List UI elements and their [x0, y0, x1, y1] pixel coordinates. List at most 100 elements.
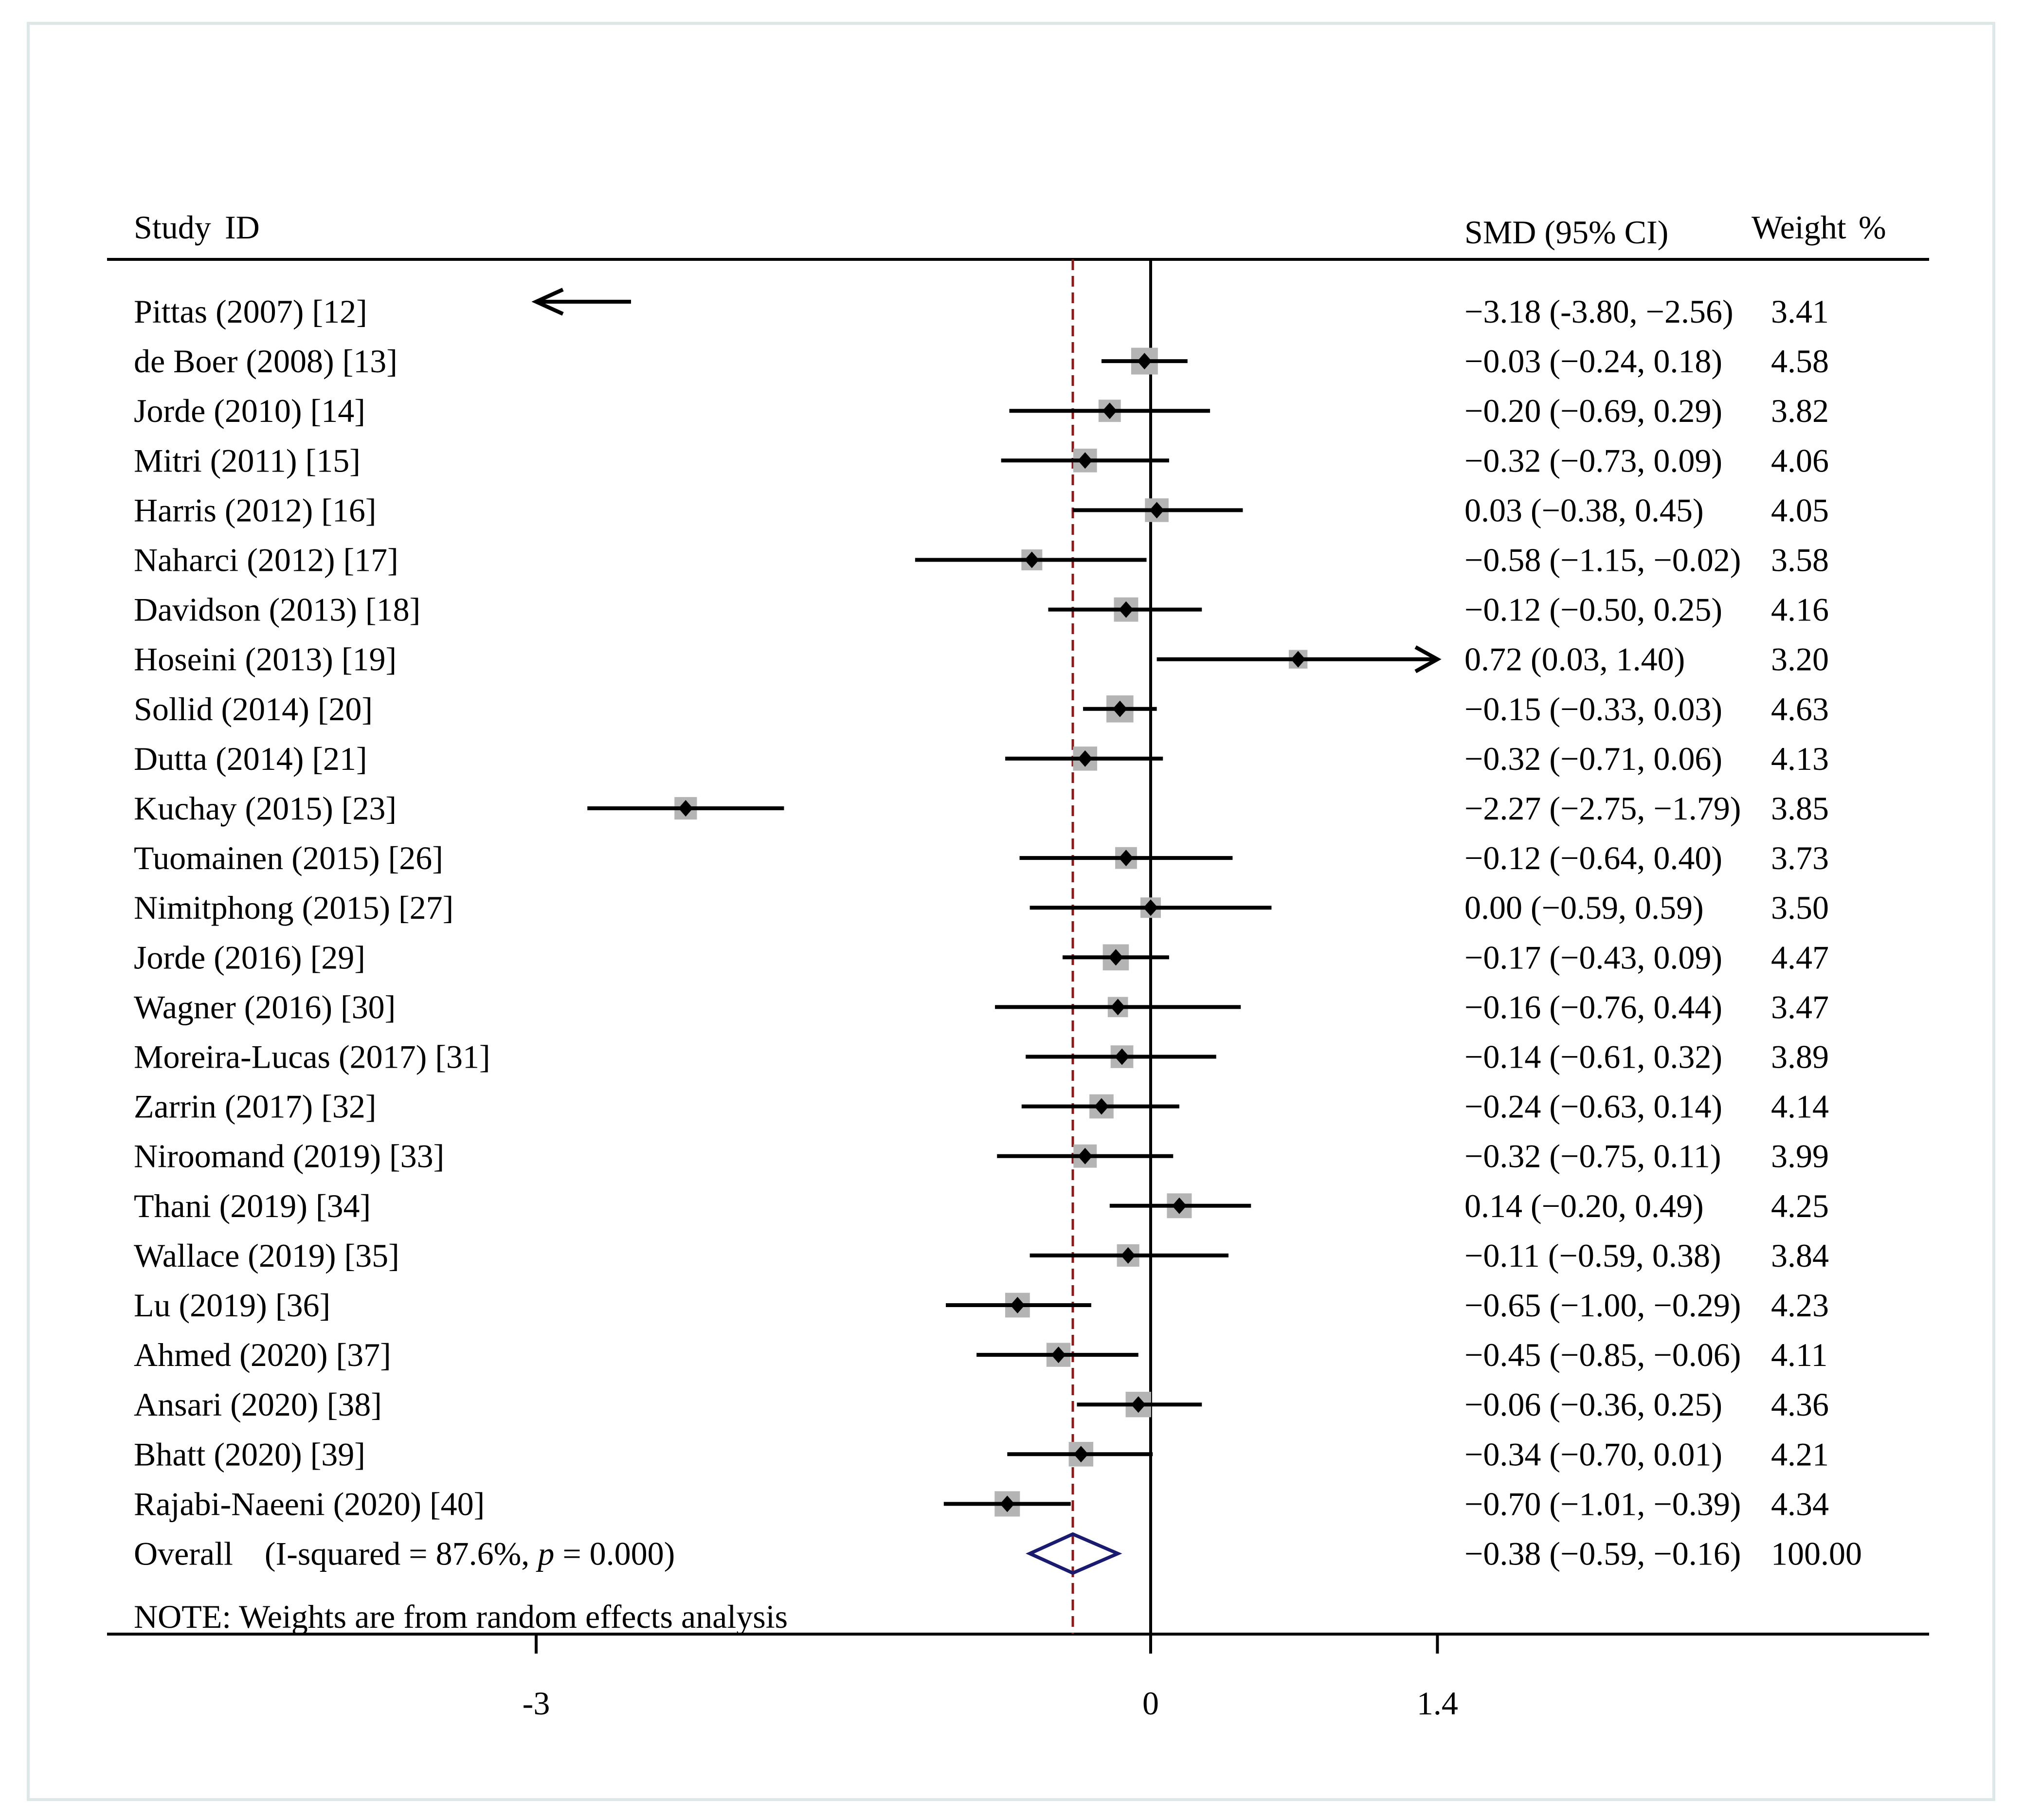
weight-header: Weight [1752, 209, 1846, 246]
study-label: Moreira-Lucas (2017) [31] [134, 1038, 490, 1075]
study-label: Ansari (2020) [38] [134, 1386, 382, 1423]
study-label: Kuchay (2015) [23] [134, 790, 397, 827]
study-ci-text: −0.32 (−0.71, 0.06) [1464, 740, 1722, 777]
point-estimate [1172, 1197, 1187, 1214]
study-weight: 3.89 [1771, 1038, 1829, 1075]
point-estimate [1024, 551, 1039, 568]
point-estimate [678, 800, 693, 817]
study-label: Naharci (2012) [17] [134, 542, 398, 579]
study-ci-text: −0.15 (−0.33, 0.03) [1464, 691, 1722, 728]
study-label: Rajabi-Naeeni (2020) [40] [134, 1485, 485, 1522]
study-label: Lu (2019) [36] [134, 1287, 330, 1324]
point-estimate [1078, 452, 1093, 469]
study-weight: 4.14 [1771, 1088, 1829, 1125]
point-estimate [1131, 1396, 1146, 1413]
point-estimate [1010, 1297, 1025, 1313]
study-label: Pittas (2007) [12] [134, 293, 367, 330]
study-ci-text: 0.00 (−0.59, 0.59) [1464, 889, 1704, 926]
ci-arrow-left [531, 288, 564, 316]
study-label: Hoseini (2013) [19] [134, 641, 397, 678]
study-label: Wallace (2019) [35] [134, 1237, 399, 1274]
study-weight: 4.16 [1771, 591, 1829, 628]
study-weight: 4.58 [1771, 343, 1829, 380]
study-weight: 4.23 [1771, 1287, 1829, 1324]
study-weight: 4.34 [1771, 1485, 1829, 1522]
study-weight: 4.36 [1771, 1386, 1829, 1423]
study-ci-text: −0.12 (−0.64, 0.40) [1464, 839, 1722, 876]
point-estimate [1110, 999, 1125, 1016]
study-weight: 4.13 [1771, 740, 1829, 777]
study-label: de Boer (2008) [13] [134, 343, 397, 380]
point-estimate [1108, 949, 1123, 966]
study-label: Harris (2012) [16] [134, 491, 377, 528]
point-estimate [1137, 353, 1152, 370]
study-label: Jorde (2010) [14] [134, 392, 365, 429]
overall-ci-text: −0.38 (−0.59, −0.16) [1464, 1535, 1741, 1572]
study-ci-text: −0.11 (−0.59, 0.38) [1464, 1237, 1721, 1274]
study-ci-text: −0.32 (−0.75, 0.11) [1464, 1138, 1721, 1175]
x-tick-label: -3 [523, 1685, 550, 1722]
study-label: Nimitphong (2015) [27] [134, 889, 453, 926]
study-ci-text: −0.20 (−0.69, 0.29) [1464, 392, 1722, 429]
study-label: Wagner (2016) [30] [134, 988, 396, 1025]
point-estimate [1120, 1247, 1136, 1264]
study-weight: 4.63 [1771, 691, 1829, 728]
smd-header: SMD (95% CI) [1464, 214, 1668, 251]
id-header: ID [225, 209, 260, 246]
study-weight: 4.06 [1771, 442, 1829, 479]
study-ci-text: 0.03 (−0.38, 0.45) [1464, 491, 1704, 528]
point-estimate [1291, 651, 1306, 668]
point-estimate [1078, 1147, 1093, 1165]
study-label: Ahmed (2020) [37] [134, 1336, 391, 1373]
weight-percent-header: % [1859, 209, 1886, 246]
study-weight: 4.21 [1771, 1436, 1829, 1473]
study-weight: 3.20 [1771, 641, 1829, 678]
study-ci-text: −0.03 (−0.24, 0.18) [1464, 343, 1722, 380]
study-ci-text: −0.70 (−1.01, −0.39) [1464, 1485, 1741, 1522]
point-estimate [1149, 502, 1164, 519]
study-weight: 3.47 [1771, 988, 1829, 1025]
point-estimate [1119, 601, 1134, 618]
point-estimate [1073, 1446, 1088, 1463]
study-ci-text: −0.32 (−0.73, 0.09) [1464, 442, 1722, 479]
study-ci-text: −3.18 (-3.80, −2.56) [1464, 293, 1734, 330]
note-text: NOTE: Weights are from random effects an… [134, 1598, 788, 1635]
study-ci-text: 0.72 (0.03, 1.40) [1464, 641, 1685, 678]
point-estimate [1102, 402, 1117, 419]
study-label: Dutta (2014) [21] [134, 740, 367, 777]
study-ci-text: −0.17 (−0.43, 0.09) [1464, 939, 1722, 976]
point-estimate [1115, 1048, 1130, 1065]
study-ci-text: −2.27 (−2.75, −1.79) [1464, 790, 1741, 827]
study-weight: 3.82 [1771, 392, 1829, 429]
study-weight: 3.58 [1771, 542, 1829, 579]
overall-label: Overall (I-squared = 87.6%, p = 0.000) [134, 1535, 675, 1572]
study-weight: 3.41 [1771, 293, 1829, 330]
plot-layer: Pittas (2007) [12] −3.18 (-3.80, −2.56) 3.… [134, 259, 1862, 1722]
study-label: Bhatt (2020) [39] [134, 1436, 365, 1473]
study-header: Study [134, 209, 211, 246]
study-ci-text: −0.16 (−0.76, 0.44) [1464, 988, 1722, 1025]
study-ci-text: −0.45 (−0.85, −0.06) [1464, 1336, 1741, 1373]
point-estimate [1094, 1098, 1109, 1115]
study-ci-text: −0.24 (−0.63, 0.14) [1464, 1088, 1722, 1125]
ci-arrow-right [1414, 645, 1442, 673]
study-ci-text: −0.65 (−1.00, −0.29) [1464, 1287, 1741, 1324]
study-label: Tuomainen (2015) [26] [134, 839, 443, 876]
study-weight: 3.84 [1771, 1237, 1829, 1274]
point-estimate [1078, 750, 1093, 767]
study-weight: 4.25 [1771, 1187, 1829, 1224]
point-estimate [1143, 899, 1158, 916]
x-tick-label: 1.4 [1417, 1685, 1458, 1722]
study-label: Zarrin (2017) [32] [134, 1088, 376, 1125]
study-weight: 3.99 [1771, 1138, 1829, 1175]
point-estimate [1119, 850, 1134, 867]
study-label: Davidson (2013) [18] [134, 591, 420, 628]
study-weight: 3.85 [1771, 790, 1829, 827]
study-ci-text: 0.14 (−0.20, 0.49) [1464, 1187, 1704, 1224]
study-weight: 3.73 [1771, 839, 1829, 876]
study-ci-text: −0.14 (−0.61, 0.32) [1464, 1038, 1722, 1075]
study-label: Mitri (2011) [15] [134, 442, 361, 479]
study-ci-text: −0.58 (−1.15, −0.02) [1464, 542, 1741, 579]
study-weight: 4.05 [1771, 491, 1829, 528]
